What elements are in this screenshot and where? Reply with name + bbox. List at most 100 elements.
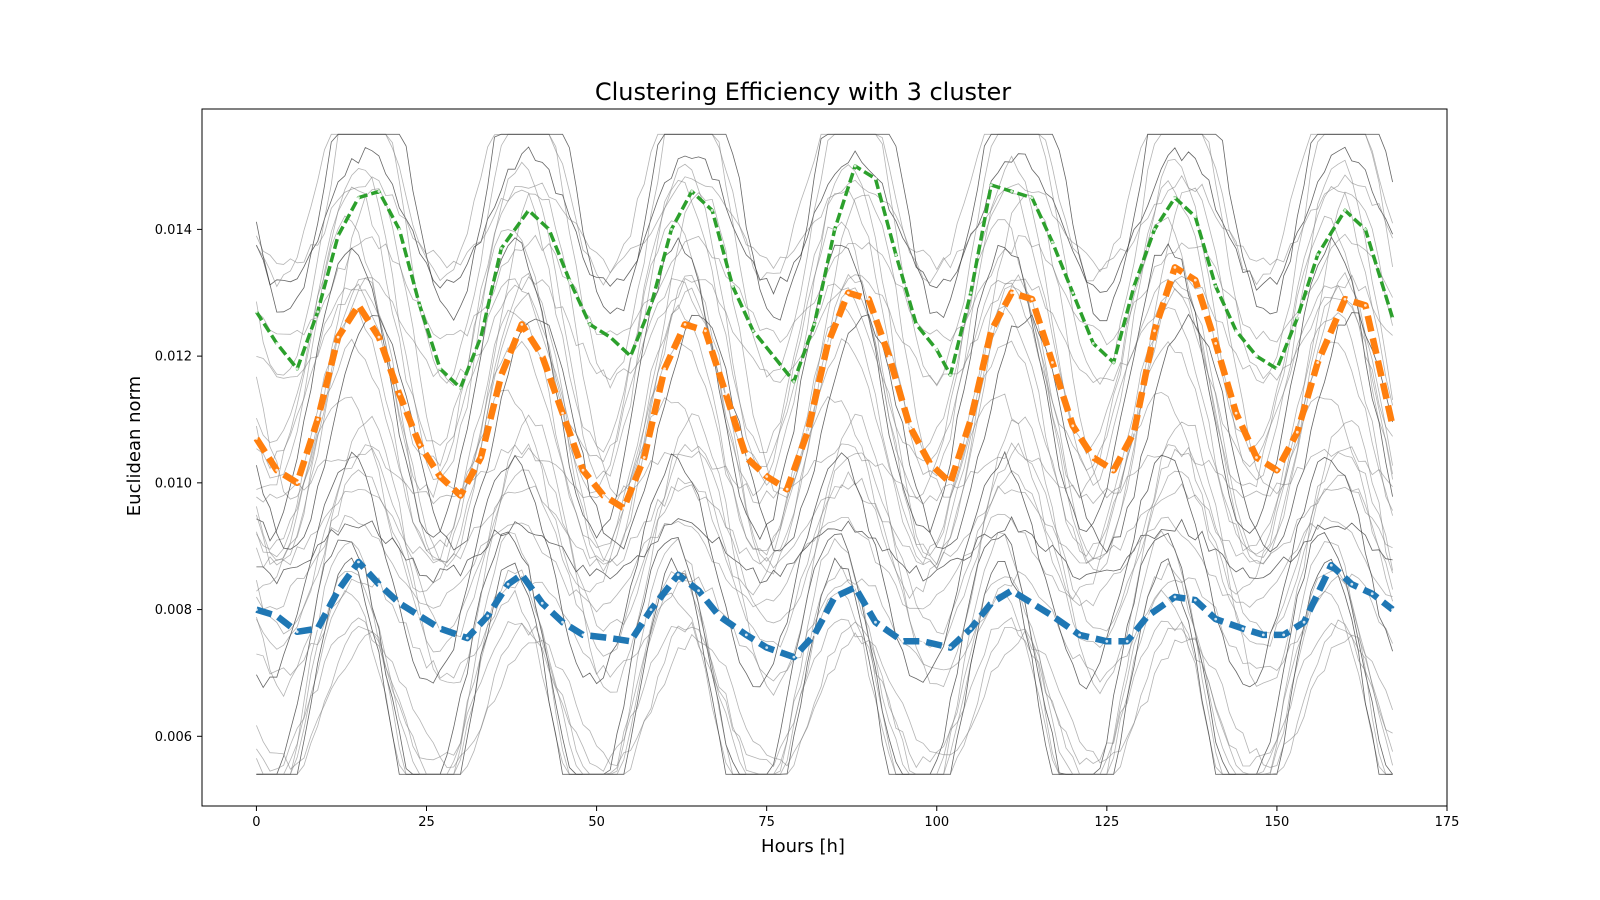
cluster-centroid-marker-1 [989,601,993,605]
y-tick-label: 0.006 [155,730,192,745]
chart-title: Clustering Efficiency with 3 cluster [595,78,1011,106]
x-tick-label: 50 [588,815,605,830]
background-profile-line [256,146,1393,295]
cluster-centroid-marker-2 [540,354,544,358]
cluster-centroid-marker-1 [676,573,680,577]
plot-series-group [253,133,1396,775]
cluster-centroid-marker-3 [1010,190,1013,193]
background-profile-line [256,469,1393,657]
cluster-centroid-marker-2 [989,329,993,333]
background-profile-line [256,513,1393,613]
background-profile-line [256,570,1393,683]
cluster-centroid-marker-3 [1316,253,1320,257]
cluster-centroid-marker-1 [520,573,524,577]
cluster-centroid-marker-3 [772,354,775,358]
cluster-centroid-marker-1 [465,636,469,640]
cluster-centroid-marker-3 [812,323,816,326]
cluster-centroid-marker-3 [1343,209,1347,212]
cluster-centroid-marker-2 [1275,468,1279,472]
cluster-centroid-marker-2 [846,291,850,295]
background-profile-line [256,389,1393,600]
cluster-centroid-marker-3 [731,285,735,288]
cluster-centroid-marker-2 [418,443,422,447]
cluster-centroid-marker-1 [418,614,422,618]
cluster-centroid-marker-2 [765,475,769,478]
cluster-centroid-marker-3 [670,228,673,231]
cluster-centroid-marker-2 [1364,304,1367,307]
cluster-centroid-marker-3 [1132,285,1136,288]
cluster-centroid-marker-2 [377,335,381,339]
cluster-centroid-marker-1 [1261,633,1265,637]
cluster-centroid-marker-1 [1329,563,1333,567]
cluster-centroid-marker-2 [622,506,626,510]
cluster-centroid-marker-3 [357,196,360,200]
cluster-centroid-marker-2 [663,367,666,371]
cluster-centroid-marker-1 [1302,620,1306,624]
cluster-centroid-marker-3 [1051,240,1054,244]
cluster-centroid-marker-3 [914,323,918,326]
cluster-centroid-marker-2 [602,494,605,497]
cluster-centroid-marker-1 [316,627,320,630]
plot-area [201,108,1448,807]
cluster-centroid-marker-3 [459,386,462,390]
cluster-centroid-marker-2 [1173,266,1177,269]
background-profile-line [256,133,1393,322]
cluster-centroid-marker-3 [874,177,877,181]
cluster-centroid-marker-3 [1153,228,1156,231]
cluster-centroid-marker-1 [1391,608,1394,611]
cluster-centroid-marker-3 [969,291,973,295]
x-tick-label: 175 [1435,815,1460,830]
cluster-centroid-marker-3 [479,335,483,339]
cluster-centroid-marker-2 [1391,424,1394,428]
cluster-centroid-marker-1 [697,589,700,592]
cluster-centroid-marker-3 [1071,291,1075,295]
cluster-centroid-marker-2 [1153,329,1156,333]
cluster-centroid-marker-3 [1214,285,1218,288]
cluster-centroid-marker-2 [642,456,646,459]
cluster-centroid-marker-3 [608,335,612,339]
cluster-centroid-marker-3 [989,183,993,187]
cluster-centroid-marker-2 [1193,278,1197,282]
background-profile-line [256,482,1393,573]
background-profile-line [256,450,1393,690]
cluster-centroid-marker-3 [792,380,796,383]
cluster-centroid-marker-1 [765,646,769,649]
cluster-centroid-marker-2 [887,354,891,358]
cluster-centroid-marker-3 [527,209,530,212]
background-profile-line [256,338,1393,557]
x-tick-label: 150 [1265,815,1290,830]
cluster-centroid-marker-3 [418,304,422,307]
cluster-centroid-marker-1 [649,608,653,611]
cluster-centroid-marker-1 [1282,633,1286,637]
cluster-centroid-marker-3 [1091,342,1095,345]
cluster-centroid-marker-3 [833,228,837,231]
cluster-centroid-marker-1 [717,614,721,618]
cluster-centroid-marker-1 [1105,639,1109,643]
cluster-centroid-marker-2 [1030,297,1034,301]
cluster-centroid-marker-1 [792,655,796,659]
cluster-centroid-marker-1 [744,633,748,637]
cluster-centroid-marker-2 [561,411,564,415]
y-tick-label: 0.008 [155,603,192,618]
cluster-centroid-marker-1 [275,614,279,618]
cluster-centroid-marker-2 [1071,424,1075,428]
cluster-centroid-marker-1 [397,601,401,605]
cluster-centroid-marker-2 [806,430,809,434]
cluster-centroid-marker-1 [336,589,340,592]
background-profile-line [256,133,1393,386]
cluster-centroid-marker-1 [969,627,973,630]
cluster-centroid-marker-2 [908,424,911,428]
cluster-centroid-marker-2 [438,475,442,478]
cluster-centroid-marker-3 [499,247,503,250]
x-tick-label: 25 [418,815,435,830]
cluster-centroid-marker-3 [316,310,320,314]
cluster-centroid-marker-2 [295,481,299,485]
cluster-centroid-marker-3 [255,310,258,314]
cluster-centroid-marker-3 [438,367,442,371]
cluster-centroid-marker-1 [377,582,381,586]
cluster-centroid-marker-2 [826,342,830,345]
cluster-centroid-marker-3 [1193,215,1197,219]
cluster-centroid-marker-3 [377,190,381,193]
cluster-centroid-marker-2 [357,304,360,307]
